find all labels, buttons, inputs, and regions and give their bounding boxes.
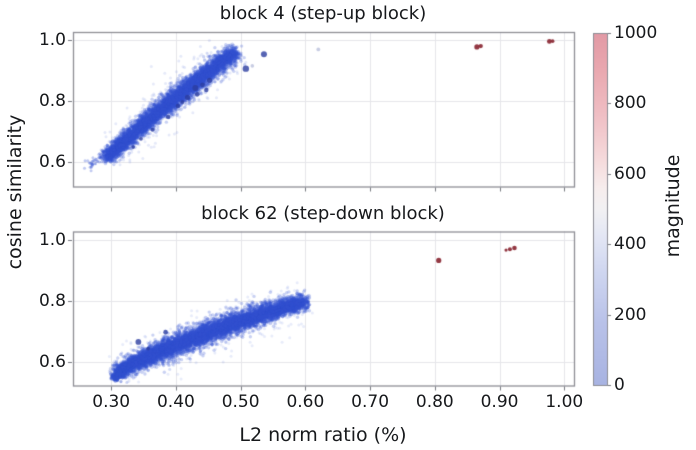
- y-tick-label: 0.8: [38, 291, 66, 312]
- colorbar-tick-label: 1000: [614, 23, 658, 43]
- y-tick-label: 1.0: [38, 230, 66, 251]
- x-tick-label: 0.30: [92, 392, 131, 412]
- colorbar-tick-label: 600: [614, 163, 647, 184]
- x-tick-label: 0.60: [286, 392, 325, 412]
- x-tick-label: 0.80: [415, 392, 454, 412]
- subplot2-title: block 62 (step-down block): [201, 203, 445, 224]
- y-tick-label: 1.0: [38, 29, 66, 50]
- y-tick-label: 0.6: [38, 152, 66, 173]
- subplot1-title: block 4 (step-up block): [219, 3, 427, 24]
- x-tick-label: 0.40: [156, 392, 195, 412]
- y-tick-label: 0.6: [38, 352, 66, 373]
- x-tick-label: 0.50: [221, 392, 260, 412]
- y-axis-label: cosine similarity: [4, 114, 26, 270]
- x-axis-label: L2 norm ratio (%): [239, 424, 407, 446]
- colorbar-tick-label: 200: [614, 304, 647, 325]
- colorbar-tick-label: 800: [614, 93, 647, 114]
- colorbar-label: magnitude: [662, 154, 684, 258]
- x-tick-label: 0.90: [480, 392, 519, 412]
- y-tick-label: 0.8: [38, 91, 66, 111]
- colorbar-tick-label: 400: [614, 234, 647, 255]
- x-tick-label: 1.00: [545, 392, 584, 412]
- colorbar-tick-label: 0: [614, 375, 625, 395]
- x-tick-label: 0.70: [351, 392, 390, 412]
